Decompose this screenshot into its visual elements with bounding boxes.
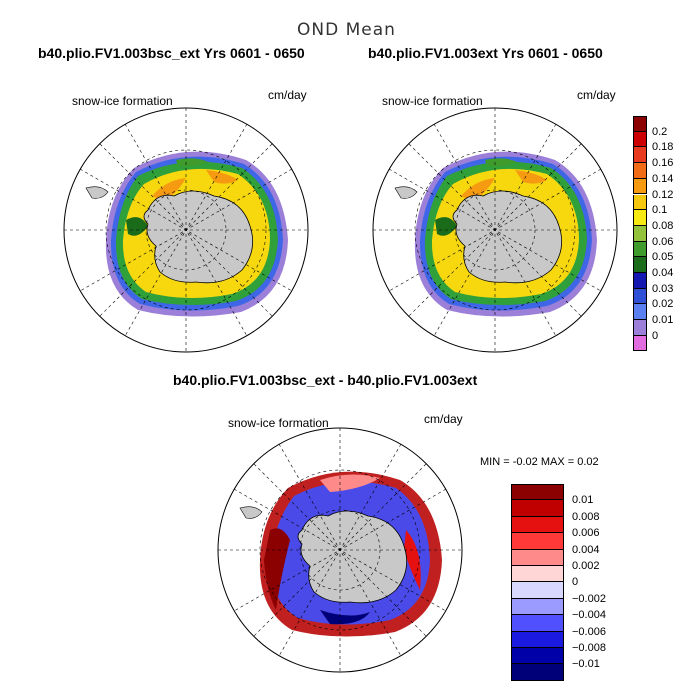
colorbar-label: 0.1 [652, 204, 668, 217]
negative-diff-patch [320, 610, 370, 625]
colorbar-swatch [511, 533, 564, 550]
colorbar-label: −0.008 [572, 642, 606, 654]
panel-1-variable: snow-ice formation [72, 94, 173, 108]
colorbar-swatch [633, 288, 647, 305]
high-value-patch [206, 170, 238, 184]
low-value-patch [126, 217, 148, 236]
panel-1-units: cm/day [268, 88, 307, 102]
map-graticule [373, 108, 617, 352]
polar-map-difference [217, 427, 463, 673]
high-value-patch [461, 178, 495, 202]
colorbar-swatch [633, 225, 647, 242]
antarctica-landmass [452, 190, 563, 284]
colorbar-label: 0.03 [652, 282, 674, 295]
colorbar-swatch [633, 178, 647, 195]
south-america-tip [239, 506, 263, 519]
low-value-patch [485, 158, 517, 167]
south-america-tip [394, 186, 418, 199]
colorbar-label: 0.008 [572, 510, 600, 523]
panel-3-variable: snow-ice formation [228, 416, 329, 430]
positive-diff-patch [404, 530, 421, 590]
colorbar-swatch [633, 116, 647, 132]
colorbar-label: −0.006 [572, 625, 606, 638]
colorbar-label: 0 [572, 576, 579, 589]
colorbar-label: 0.2 [652, 125, 668, 138]
colorbar-label: 0.002 [572, 560, 600, 572]
colorbar-swatch [511, 598, 564, 616]
colorbar-swatch [633, 304, 647, 321]
colorbar-label: 0.14 [652, 172, 674, 185]
colorbar-label: 0.02 [652, 298, 674, 311]
colorbar-swatch [511, 566, 564, 583]
colorbar-swatch [633, 194, 647, 211]
colorbar-label: 0.18 [652, 141, 674, 154]
antarctica-landmass [297, 510, 408, 604]
low-value-patch [176, 158, 208, 167]
figure-title: OND Mean [297, 20, 396, 40]
colorbar-swatch [511, 484, 564, 501]
panel-3-units: cm/day [424, 412, 463, 426]
colorbar-label: 0.01 [572, 494, 594, 507]
colorbar-label: 0.004 [572, 543, 600, 556]
panel-3-minmax: MIN = -0.02 MAX = 0.02 [480, 456, 599, 468]
colorbar-swatch [633, 320, 647, 336]
colorbar-label: 0 [652, 329, 659, 342]
colorbar-swatch [511, 648, 564, 665]
map-graticule [64, 108, 308, 352]
colorbar-swatch [511, 615, 564, 632]
colorbar-label: 0.08 [652, 219, 674, 232]
panel-2-title: b40.plio.FV1.003ext Yrs 0601 - 0650 [368, 45, 603, 61]
antarctica-landmass [143, 190, 254, 284]
map-graticule [218, 428, 462, 672]
polar-map-panel-2 [372, 107, 618, 353]
colorbar-swatch [633, 257, 647, 273]
low-value-patch [435, 217, 457, 236]
positive-diff-patch [264, 528, 290, 610]
colorbar-label: 0.01 [652, 314, 674, 327]
high-value-patch [515, 170, 547, 184]
colorbar-swatch [511, 664, 564, 681]
colorbar-label: 0.06 [652, 235, 674, 248]
colorbar-swatch [633, 147, 647, 164]
colorbar-label: 0.04 [652, 267, 674, 279]
colorbar-label: −0.01 [572, 658, 600, 671]
colorbar-swatch [511, 516, 564, 534]
colorbar-swatch [633, 131, 647, 148]
colorbar-swatch [511, 549, 564, 566]
panel-1-title: b40.plio.FV1.003bsc_ext Yrs 0601 - 0650 [38, 45, 305, 61]
colorbar-label: −0.002 [572, 592, 606, 605]
colorbar-label: −0.004 [572, 609, 606, 622]
colorbar-swatch [511, 500, 564, 517]
panel-3-title: b40.plio.FV1.003bsc_ext - b40.plio.FV1.0… [173, 372, 478, 388]
colorbar-label: 0.05 [652, 251, 674, 264]
high-value-patch [152, 178, 186, 202]
panel-2-variable: snow-ice formation [382, 94, 483, 108]
colorbar-swatch [511, 631, 564, 648]
colorbar-label: 0.16 [652, 157, 674, 170]
colorbar-label: 0.12 [652, 188, 674, 201]
polar-map-panel-1 [63, 107, 309, 353]
colorbar-swatch [633, 163, 647, 179]
panel-2-units: cm/day [577, 88, 616, 102]
colorbar-label: 0.006 [572, 527, 600, 540]
positive-diff-patch [320, 474, 380, 492]
south-america-tip [85, 186, 109, 199]
colorbar-swatch [633, 273, 647, 289]
colorbar-swatch [633, 241, 647, 258]
colorbar-swatch [511, 582, 564, 599]
colorbar-swatch [633, 210, 647, 226]
colorbar-swatch [633, 335, 647, 352]
